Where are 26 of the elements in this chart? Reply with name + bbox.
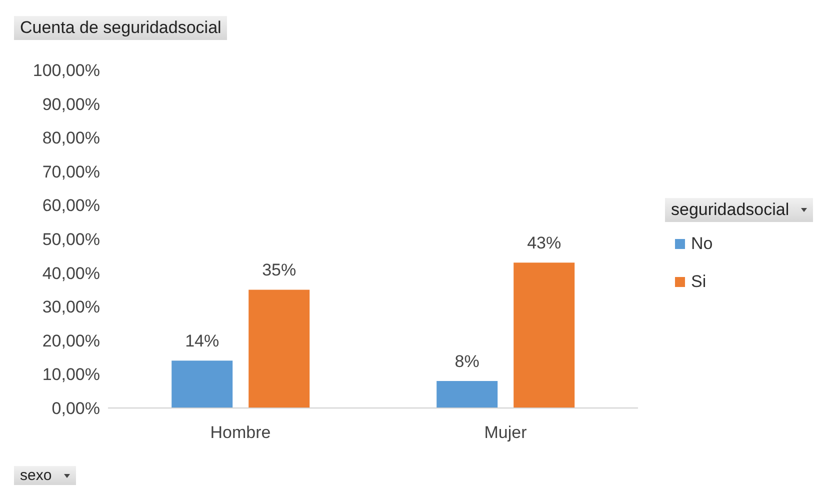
y-tick-label: 10,00% (42, 365, 100, 384)
bar (172, 360, 233, 408)
bar (248, 290, 310, 408)
bar (514, 262, 575, 408)
y-tick-label: 40,00% (42, 264, 100, 283)
y-tick-label: 0,00% (52, 399, 100, 418)
data-label: 14% (185, 332, 220, 351)
y-tick-label: 50,00% (42, 230, 100, 250)
legend-label: No (690, 234, 714, 254)
y-tick-label: 60,00% (42, 196, 100, 216)
y-tick-label: 70,00% (42, 162, 100, 182)
x-tick-label: Hombre (210, 423, 271, 442)
data-label: 8% (454, 352, 480, 371)
y-tick-label: 20,00% (42, 331, 100, 350)
y-tick-label: 30,00% (42, 298, 100, 317)
legend-label: Si (690, 272, 708, 292)
x-tick-label: Mujer (484, 423, 528, 442)
y-tick-label: 90,00% (42, 94, 100, 114)
data-label: 43% (527, 234, 562, 253)
chart-title: Cuenta de seguridadsocial (14, 16, 228, 40)
y-tick-label: 100,00% (32, 61, 100, 80)
y-tick-label: 80,00% (42, 128, 100, 148)
data-label: 35% (262, 260, 296, 280)
bar (436, 380, 498, 408)
legend-title: seguridadsocial (665, 198, 814, 222)
x-axis-title: sexo (14, 466, 76, 485)
